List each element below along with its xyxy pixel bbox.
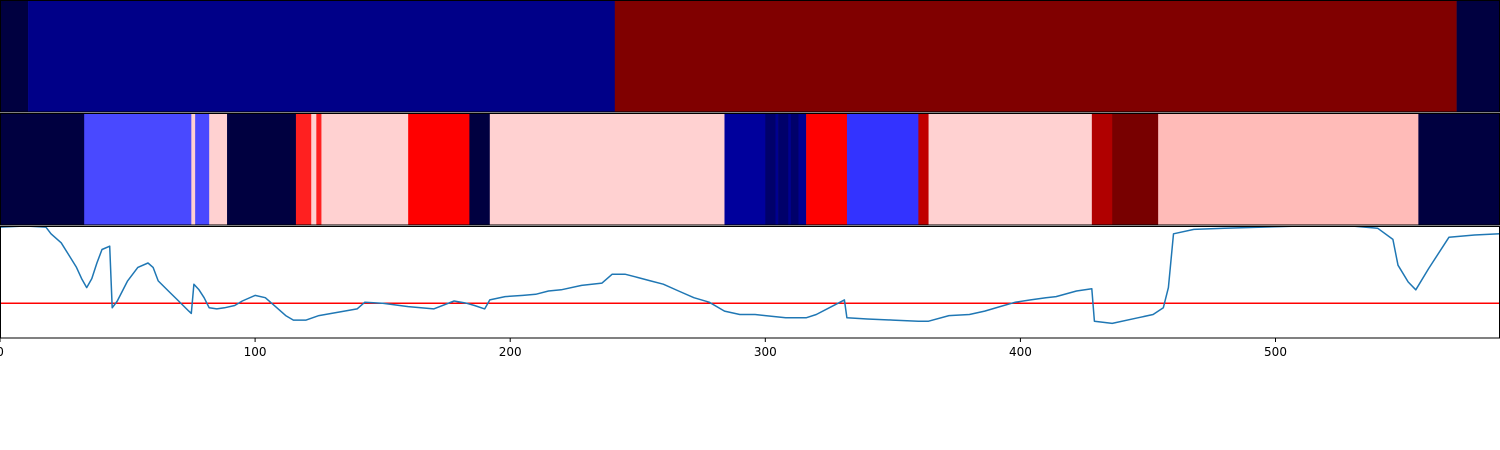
middle-strip-segment — [846, 113, 919, 225]
middle-strip-segment — [918, 113, 929, 225]
middle-strip-segment — [724, 113, 766, 225]
middle-strip-segment — [227, 113, 297, 225]
middle-strip-segment — [788, 113, 792, 225]
middle-strip-segment — [489, 113, 725, 225]
middle-strip-segment — [928, 113, 1093, 225]
middle-strip-segment — [798, 113, 807, 225]
middle-strip-segment — [195, 113, 210, 225]
middle-strip-segment — [0, 113, 85, 225]
middle-strip-segment — [295, 113, 312, 225]
middle-strip-segment — [191, 113, 196, 225]
top-strip-segment — [0, 0, 29, 112]
top-strip-segment — [614, 0, 1457, 112]
middle-strip-segment — [778, 113, 789, 225]
middle-strip-segment — [321, 113, 409, 225]
top-color-strip — [0, 0, 1500, 112]
middle-strip-segment — [1158, 113, 1419, 225]
middle-strip-segment — [1112, 113, 1159, 225]
middle-strip-segment — [311, 113, 317, 225]
x-tick-label: 0 — [0, 345, 4, 359]
x-tick-label: 300 — [754, 345, 777, 359]
middle-strip-segment — [790, 113, 799, 225]
middle-strip-segment — [408, 113, 470, 225]
x-tick-label: 500 — [1264, 345, 1287, 359]
middle-strip-segment — [209, 113, 228, 225]
middle-strip-segment — [765, 113, 776, 225]
middle-strip-segment — [316, 113, 322, 225]
x-tick-label: 100 — [244, 345, 267, 359]
middle-strip-segment — [469, 113, 491, 225]
middle-strip-segment — [775, 113, 779, 225]
middle-strip-segment — [1418, 113, 1500, 225]
line-panel: 0 100 200 300 400 500 — [0, 226, 1500, 359]
middle-strip-segment — [84, 113, 192, 225]
middle-strip-segment — [806, 113, 848, 225]
x-tick-label: 400 — [1009, 345, 1032, 359]
top-strip-segment — [28, 0, 616, 112]
middle-color-strip — [0, 113, 1500, 225]
middle-strip-segment — [1091, 113, 1113, 225]
x-axis: 0 100 200 300 400 500 — [0, 338, 1287, 359]
signal-line-series — [0, 226, 1500, 325]
top-strip-segment — [1456, 0, 1500, 112]
x-tick-label: 200 — [499, 345, 522, 359]
